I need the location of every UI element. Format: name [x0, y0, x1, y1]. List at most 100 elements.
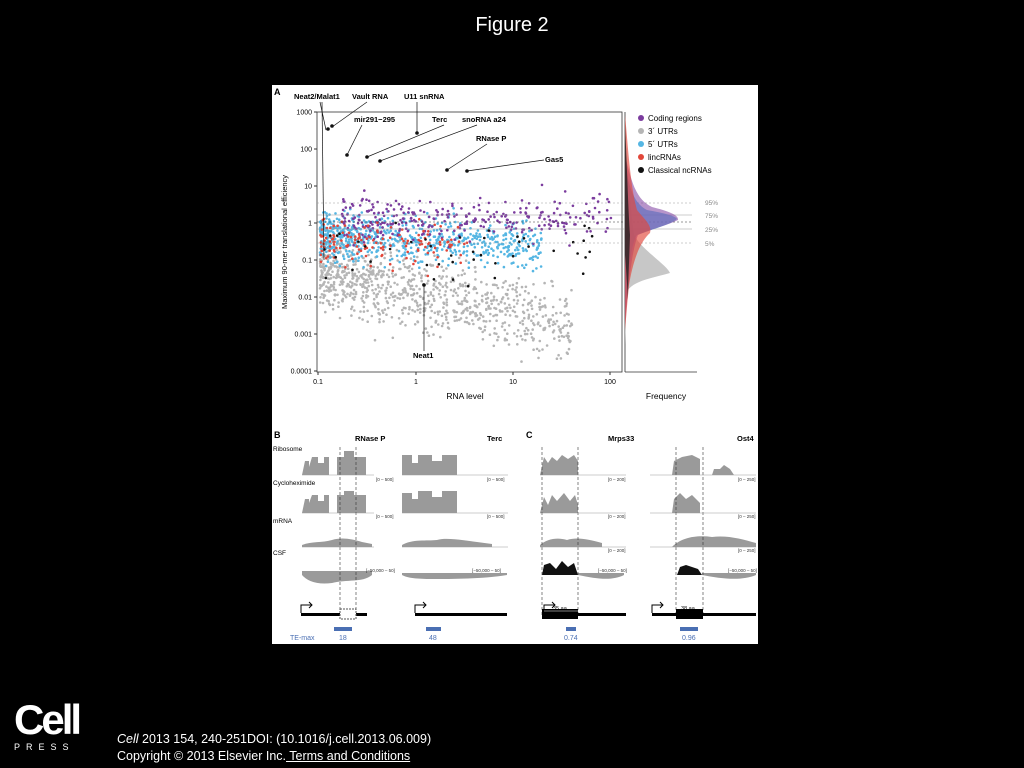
scatter-point [523, 289, 527, 293]
scatter-point [382, 320, 385, 323]
scatter-point [411, 224, 415, 228]
scatter-point [326, 232, 329, 235]
scatter-point [558, 298, 562, 301]
scatter-point [504, 232, 508, 235]
scatter-point [539, 305, 543, 309]
scatter-point [407, 312, 410, 316]
scatter-point [350, 307, 353, 311]
scatter-point [330, 246, 334, 250]
scatter-point [351, 281, 354, 285]
scatter-point [526, 328, 530, 332]
scatter-point [375, 255, 379, 258]
scatter-point [561, 326, 565, 329]
scatter-point [478, 196, 482, 200]
scatter-point [329, 273, 333, 277]
scatter-point [334, 288, 337, 292]
scatter-point [493, 235, 497, 238]
scatter-point [386, 239, 390, 242]
scatter-point [360, 238, 363, 242]
scatter-point [473, 246, 477, 249]
scatter-point [486, 210, 489, 213]
scatter-point [328, 253, 332, 257]
scatter-point [495, 210, 498, 214]
scatter-point [378, 218, 381, 221]
scatter-point [361, 197, 364, 201]
scatter-point [516, 343, 519, 346]
scatter-point [528, 257, 532, 260]
scatter-point [484, 320, 488, 323]
scatter-point [429, 230, 432, 233]
scatter-point [359, 283, 362, 286]
scatter-point [506, 218, 509, 222]
scatter-point [429, 316, 432, 320]
cell-press-logo: Cell PRESS [14, 696, 86, 753]
slide-title: Figure 2 [475, 14, 549, 36]
scatter-point [353, 241, 356, 244]
scatter-point [496, 261, 500, 265]
scatter-point [343, 224, 347, 227]
scatter-point [360, 211, 364, 214]
scatter-point [508, 284, 512, 287]
scatter-point [486, 291, 489, 295]
scatter-point [590, 234, 594, 238]
scatter-point [360, 274, 363, 277]
scatter-point [393, 281, 396, 285]
scatter-point [390, 316, 394, 319]
scatter-point [495, 319, 498, 322]
scatter-point [350, 239, 353, 243]
scatter-point [365, 198, 368, 201]
scatter-point [462, 245, 466, 249]
scatter-point [434, 279, 437, 283]
scatter-point [442, 302, 446, 305]
scatter-point [420, 279, 423, 283]
scatter-point [438, 281, 441, 285]
scatter-point [438, 240, 442, 244]
scatter-point [563, 314, 566, 317]
scatter-point [346, 267, 350, 270]
scatter-point [338, 246, 342, 250]
range-label: [0 – 500] [487, 514, 505, 519]
scatter-point [370, 208, 373, 212]
scatter-point [385, 231, 388, 235]
scatter-point [335, 246, 338, 250]
scatter-point [336, 293, 339, 297]
scatter-point [392, 304, 395, 307]
scatter-point [389, 251, 392, 254]
scatter-point [429, 293, 433, 296]
scatter-point [334, 212, 337, 215]
scatter-point [360, 221, 364, 224]
scatter-point [402, 239, 405, 243]
scatter-point [393, 299, 396, 302]
scatter-point [503, 252, 506, 256]
scatter-point [354, 257, 357, 260]
scatter-point [501, 286, 504, 289]
scatter-point [326, 260, 330, 264]
scatter-point [446, 228, 449, 232]
scatter-point [324, 229, 327, 233]
scatter-point [324, 264, 328, 268]
scatter-point [407, 283, 410, 286]
y-tick-label: 1000 [296, 110, 312, 117]
scatter-point [413, 310, 417, 313]
scatter-point [408, 264, 411, 268]
orf-label: 38 aa [681, 606, 696, 612]
scatter-point [453, 229, 456, 233]
logo-brand: Cell [14, 696, 82, 743]
terms-link[interactable]: Terms and Conditions [286, 749, 411, 763]
scatter-point [539, 265, 543, 268]
scatter-point [553, 337, 556, 340]
scatter-point [343, 234, 346, 237]
scatter-point [372, 239, 375, 242]
scatter-point [420, 276, 423, 280]
scatter-point [584, 256, 587, 259]
scatter-point [420, 233, 424, 236]
scatter-point [487, 218, 490, 221]
scatter-point [361, 318, 364, 321]
range-label: [0 – 200] [608, 477, 626, 482]
scatter-point [465, 316, 468, 320]
scatter-point [340, 262, 343, 266]
scatter-point [488, 333, 492, 336]
scatter-point [453, 238, 456, 241]
scatter-point [420, 274, 423, 277]
annotation-label: Neat1 [413, 351, 433, 360]
